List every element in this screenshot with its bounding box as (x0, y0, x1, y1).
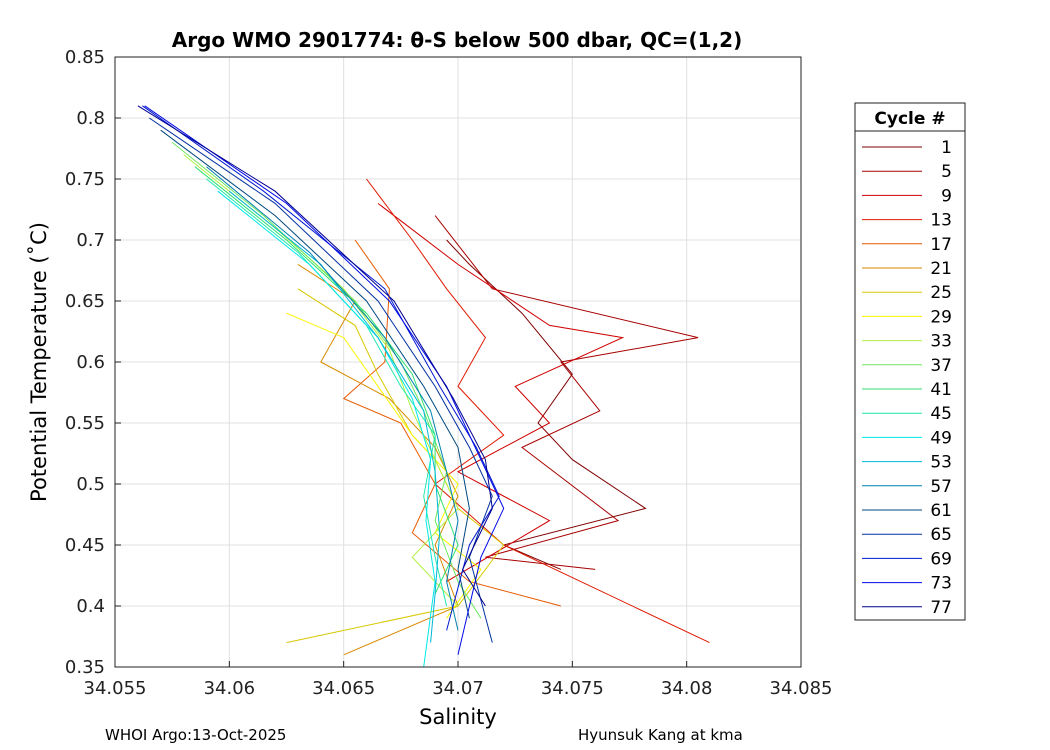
series-line-cycle-61 (160, 129, 470, 619)
series-line-cycle-41 (194, 166, 459, 595)
legend: Cycle # 1 5 9 13 17 21 25 29 33 37 41 45 49 53 57 61 65 6… (854, 102, 966, 621)
y-tick-label: 0.65 (65, 291, 105, 312)
series-line-cycle-33 (183, 154, 459, 607)
legend-label: 9 (941, 186, 952, 206)
legend-label: 29 (930, 307, 952, 327)
legend-label: 61 (930, 501, 952, 521)
series-line-cycle-21 (297, 263, 459, 656)
y-tick-label: 0.45 (65, 535, 105, 556)
series-line-cycle-69 (142, 105, 500, 631)
legend-title: Cycle # (874, 109, 945, 129)
footer-source: WHOI Argo:13-Oct-2025 (105, 726, 287, 744)
series-lines (137, 105, 710, 668)
x-tick-label: 34.065 (312, 678, 375, 699)
chart-title: Argo WMO 2901774: θ-S below 500 dbar, QC… (172, 28, 742, 52)
series-line-cycle-57 (206, 166, 459, 631)
grid (114, 56, 802, 668)
series-line-cycle-5 (434, 215, 699, 570)
x-axis-label: Salinity (419, 705, 497, 729)
x-tick-label: 34.055 (84, 678, 147, 699)
legend-label: 57 (930, 477, 952, 497)
legend-label: 69 (930, 549, 952, 569)
y-axis-label: Potential Temperature (˚C) (27, 222, 51, 502)
series-line-cycle-73 (144, 105, 505, 655)
legend-label: 21 (930, 259, 952, 279)
y-tick-label: 0.75 (65, 169, 105, 190)
footer-author: Hyunsuk Kang at kma (578, 726, 743, 744)
y-tick-label: 0.5 (76, 474, 105, 495)
series-line-cycle-25 (286, 288, 505, 644)
y-tick-label: 0.8 (76, 108, 105, 129)
series-line-cycle-29 (286, 312, 482, 619)
legend-label: 5 (941, 162, 952, 182)
series-line-cycle-77 (137, 105, 493, 607)
x-tick-label: 34.08 (661, 678, 713, 699)
series-line-cycle-9 (377, 203, 625, 583)
y-tick-label: 0.35 (65, 657, 105, 678)
legend-label: 25 (930, 283, 952, 303)
series-line-cycle-17 (342, 239, 562, 607)
legend-label: 37 (930, 356, 952, 376)
legend-label: 41 (930, 380, 952, 400)
series-line-cycle-13 (366, 178, 710, 644)
legend-label: 65 (930, 525, 952, 545)
x-tick-label: 34.085 (770, 678, 833, 699)
legend-label: 17 (930, 235, 952, 255)
series-line-cycle-45 (206, 178, 448, 607)
legend-items: 1 5 9 13 17 21 25 29 33 37 41 45 49 53 57 61 65 69 73 77 (862, 138, 952, 618)
x-tick-label: 34.075 (541, 678, 604, 699)
series-line-cycle-49 (217, 190, 436, 668)
x-tick-label: 34.06 (204, 678, 256, 699)
series-line-cycle-37 (171, 142, 482, 619)
y-tick-label: 0.55 (65, 413, 105, 434)
legend-label: 77 (930, 598, 952, 618)
y-tick-label: 0.7 (76, 230, 105, 251)
series-line-cycle-65 (149, 117, 493, 643)
legend-label: 45 (930, 404, 952, 424)
legend-label: 13 (930, 211, 952, 231)
legend-label: 53 (930, 453, 952, 473)
x-axis: 34.055 34.06 34.065 34.07 34.075 34.08 34.085 (84, 661, 833, 699)
legend-label: 1 (941, 138, 952, 158)
series-line-cycle-1 (446, 239, 647, 570)
y-tick-label: 0.6 (76, 352, 105, 373)
legend-label: 73 (930, 574, 952, 594)
y-axis: 0.35 0.4 0.45 0.5 0.55 0.6 0.65 0.7 0.75 0.8 0.85 (65, 47, 121, 678)
series-line-cycle-53 (228, 190, 441, 643)
legend-label: 33 (930, 332, 952, 352)
y-tick-label: 0.4 (76, 596, 105, 617)
y-tick-label: 0.85 (65, 47, 105, 68)
legend-label: 49 (930, 428, 952, 448)
x-tick-label: 34.07 (432, 678, 484, 699)
